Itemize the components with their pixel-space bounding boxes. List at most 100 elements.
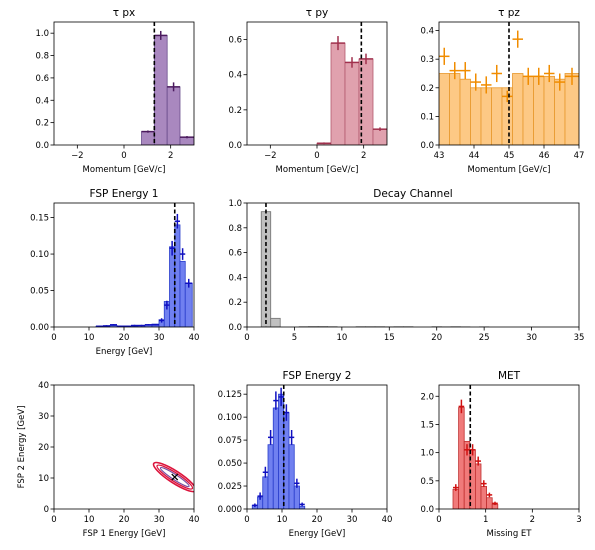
x-tick-label: 20 xyxy=(312,515,323,525)
y-tick-label: 2.0 xyxy=(420,392,434,402)
histogram-bar xyxy=(480,87,492,145)
x-tick-label: 10 xyxy=(277,515,288,525)
y-tick-label: 0.0 xyxy=(35,141,49,151)
y-tick-label: 0.05 xyxy=(30,287,49,297)
panel-tau_pz: 43 44 45 46 47 0.0 0.1 0.2 0.3 0.4 τ pz Momentum [G… xyxy=(420,7,584,175)
y-tick-label: 0.8 xyxy=(228,224,242,234)
x-tick-label: 2 xyxy=(361,151,366,161)
y-tick-label: 0.2 xyxy=(228,298,242,308)
x-tick-label: 3 xyxy=(576,515,581,525)
histogram-bar xyxy=(449,73,461,145)
x-tick-label: 0 xyxy=(51,333,56,343)
x-tick-label: 46 xyxy=(539,151,550,161)
axes-frame xyxy=(438,384,580,510)
plot-area xyxy=(316,22,387,145)
y-tick-label: 0.1 xyxy=(420,112,434,122)
x-tick-label: 0 xyxy=(121,151,126,161)
y-tick-label: 1.5 xyxy=(420,420,434,430)
y-tick-label: 1.0 xyxy=(420,449,434,459)
x-axis-label: Momentum [GeV/c] xyxy=(83,165,166,175)
y-tick-label: 0.5 xyxy=(420,477,434,487)
y-tick-label: 0.00 xyxy=(30,323,49,333)
histogram-bar xyxy=(474,463,482,509)
x-axis-label: Energy [GeV] xyxy=(96,347,153,357)
y-tick-label: 0.15 xyxy=(30,214,49,224)
y-tick-label: 0.075 xyxy=(218,436,242,446)
x-tick-label: 2 xyxy=(530,515,535,525)
x-tick-label: 35 xyxy=(574,333,585,343)
y-tick-label: 0.4 xyxy=(420,27,434,37)
histogram-bar xyxy=(179,260,186,327)
plot-area xyxy=(141,22,194,145)
x-tick-label: 1 xyxy=(483,515,488,525)
y-tick-label: 1.0 xyxy=(35,29,49,39)
histogram-bar xyxy=(491,504,499,509)
panel-met: 0 1 2 3 0.0 0.5 1.0 1.5 2.0 MET Missing ET xyxy=(420,370,581,539)
x-tick-label: 10 xyxy=(84,333,95,343)
x-tick-label: 2 xyxy=(168,151,173,161)
histogram-bar xyxy=(480,486,487,509)
x-tick-label: 20 xyxy=(119,515,130,525)
histogram-bar xyxy=(179,136,194,145)
x-tick-label: 43 xyxy=(434,151,445,161)
histogram-bar xyxy=(543,75,555,145)
histogram-bar xyxy=(491,87,503,145)
y-tick-label: 0.0 xyxy=(228,323,242,333)
x-tick-label: 10 xyxy=(336,333,347,343)
panel-tau_py: −2 0 2 0.0 0.2 0.4 0.6 τ py Momentum [GeV/c] xyxy=(228,7,388,175)
x-tick-label: 25 xyxy=(479,333,490,343)
histogram-bar xyxy=(533,75,545,145)
x-axis-label: Momentum [GeV/c] xyxy=(276,165,359,175)
contour-middle xyxy=(156,464,194,490)
y-tick-label: 20 xyxy=(38,443,49,453)
x-axis-label: Energy [GeV] xyxy=(289,529,346,539)
y-tick-label: 40 xyxy=(38,381,49,391)
plot-area xyxy=(251,385,306,509)
y-tick-label: 0.10 xyxy=(30,250,49,260)
histogram-bar xyxy=(459,78,471,145)
x-tick-label: 20 xyxy=(119,333,130,343)
x-axis-label: FSP 1 Energy [GeV] xyxy=(83,529,166,539)
x-tick-label: 40 xyxy=(382,515,393,525)
x-tick-label: 0 xyxy=(244,333,249,343)
histogram-bar xyxy=(184,282,193,327)
y-tick-label: 0.4 xyxy=(228,71,242,81)
y-tick-label: 0.4 xyxy=(228,273,242,283)
x-tick-label: 44 xyxy=(469,151,480,161)
x-tick-label: 30 xyxy=(154,515,165,525)
axes-frame xyxy=(246,202,580,328)
histogram-bar xyxy=(439,73,450,145)
chart-title: Decay Channel xyxy=(373,188,452,200)
chart-title: FSP Energy 2 xyxy=(283,370,352,382)
y-tick-label: 0.3 xyxy=(420,55,434,65)
x-tick-label: 30 xyxy=(154,333,165,343)
x-tick-label: 40 xyxy=(189,333,200,343)
x-tick-label: 0 xyxy=(244,515,249,525)
panel-fsp_energy_1: 0 10 20 30 40 0.00 0.05 0.10 0.15 FSP Energy 1 Ene… xyxy=(30,188,199,357)
y-tick-label: 0.6 xyxy=(228,249,242,259)
histogram-bar xyxy=(293,485,300,509)
histogram-bar xyxy=(299,505,306,509)
x-tick-label: 20 xyxy=(431,333,442,343)
chart-title: MET xyxy=(498,370,521,382)
axes-frame xyxy=(53,384,195,510)
y-tick-label: 0.0 xyxy=(228,141,242,151)
y-tick-label: 0.025 xyxy=(218,482,242,492)
contour-outer xyxy=(152,461,194,493)
panel-fsp_2d: 0 10 20 30 40 0 10 20 30 40 FSP 1 Energy [GeV] FSP … xyxy=(17,381,199,539)
histogram-bar xyxy=(267,444,274,509)
y-tick-label: 0.0 xyxy=(420,505,434,515)
histogram-bar xyxy=(288,444,295,509)
histogram-bar xyxy=(330,42,346,145)
plot-area xyxy=(452,385,499,509)
plot-area xyxy=(439,22,579,145)
y-tick-label: 0.125 xyxy=(218,390,242,400)
histogram-bar xyxy=(272,407,279,509)
y-tick-label: 0.100 xyxy=(218,413,242,423)
plot-area xyxy=(152,461,194,493)
y-tick-label: 0.6 xyxy=(228,36,242,46)
y-axis-label: FSP 2 Energy [GeV] xyxy=(17,406,27,489)
histogram-bar xyxy=(458,407,465,509)
x-tick-label: 10 xyxy=(84,515,95,525)
